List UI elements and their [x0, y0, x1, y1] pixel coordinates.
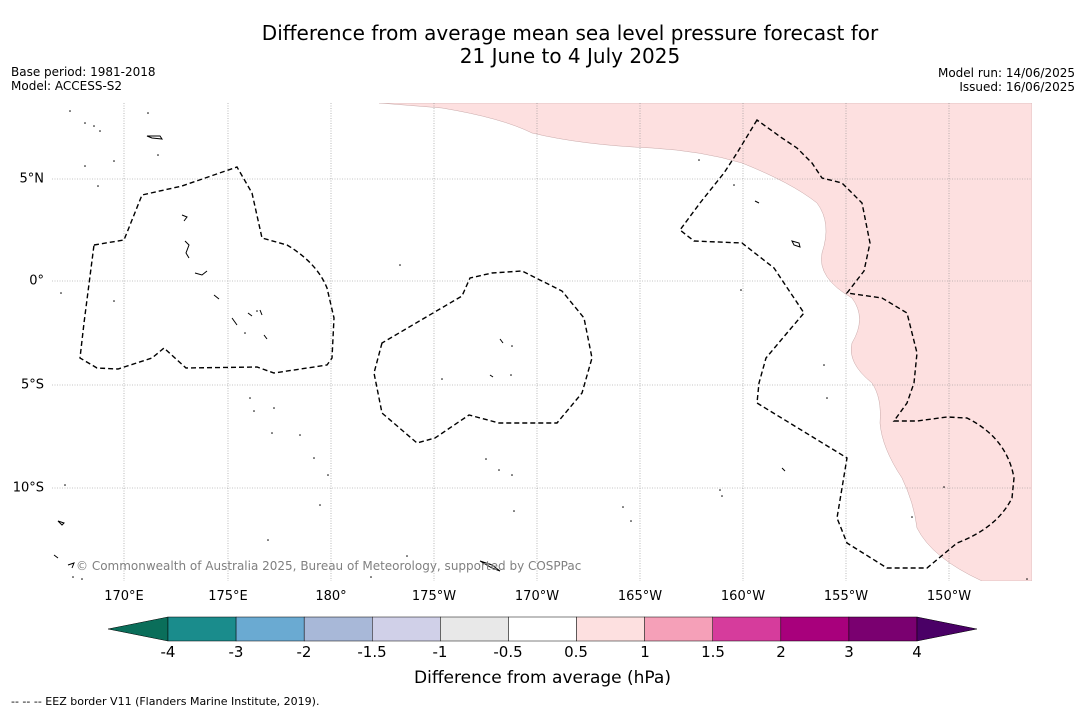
lon-label-155w: 155°W	[823, 589, 869, 604]
lon-label-175w: 175°W	[411, 589, 457, 604]
lon-label-165w: 165°W	[617, 589, 663, 604]
island-tokelau-1	[499, 338, 504, 344]
colorbar-cell	[372, 616, 441, 642]
colorbar-tick: -1.5	[357, 643, 387, 661]
base-period: Base period: 1981-2018	[11, 65, 156, 79]
island-tabuaeran	[754, 200, 760, 204]
colorbar-over-arrow	[916, 616, 978, 642]
colorbar-tick: 2	[776, 643, 786, 661]
island-tuvalu-3	[263, 334, 268, 340]
lon-label-150w: 150°W	[926, 589, 972, 604]
lon-label-170e: 170°E	[104, 589, 144, 604]
meta-left: Base period: 1981-2018 Model: ACCESS-S2	[11, 65, 156, 93]
island-gilbert-north	[146, 135, 164, 140]
colorbar-tick: 0.5	[564, 643, 588, 661]
colorbar-cell	[848, 616, 918, 642]
colorbar-under-arrow	[108, 616, 169, 642]
colorbar-tick: -1	[432, 643, 448, 661]
copyright-notice: © Commonwealth of Australia 2025, Bureau…	[76, 559, 582, 573]
lon-label-180: 180°	[315, 589, 347, 604]
title-line-2: 21 June to 4 July 2025	[459, 44, 681, 68]
map-panel	[52, 103, 1032, 581]
island-malden	[781, 467, 786, 472]
colorbar-cells	[167, 616, 918, 642]
lat-label-5s: 5°S	[20, 377, 44, 393]
island-tuvalu-2	[259, 309, 263, 316]
colorbar-tick: 1	[640, 643, 650, 661]
colorbar-cell	[440, 616, 509, 642]
island-nonouti	[213, 294, 220, 300]
island-wallis	[53, 554, 59, 559]
title-line-1: Difference from average mean sea level p…	[261, 21, 879, 45]
eez-border-line-islands	[679, 118, 1015, 569]
lat-label-10s: 10°S	[12, 480, 44, 496]
island-futuna	[67, 562, 75, 569]
lon-label-175e: 175°E	[208, 589, 248, 604]
island-butaritari	[181, 214, 188, 222]
colorbar-cell	[303, 616, 373, 642]
colorbar-tick: -0.5	[493, 643, 523, 661]
colorbar-tick: 1.5	[701, 643, 725, 661]
colorbar-cell	[235, 616, 305, 642]
colorbar	[108, 616, 978, 642]
lon-label-170w: 170°W	[514, 589, 560, 604]
anomaly-region-positive	[378, 103, 1032, 581]
island-kiritimati	[791, 240, 801, 248]
island-tokelau-2	[489, 374, 494, 378]
lon-label-160w: 160°W	[720, 589, 766, 604]
island-abemama	[194, 270, 208, 276]
colorbar-cell	[644, 616, 713, 642]
issued-date: Issued: 16/06/2025	[959, 80, 1075, 94]
colorbar-tick: -3	[228, 643, 244, 661]
colorbar-tick: -2	[296, 643, 312, 661]
island-outlines	[53, 135, 801, 572]
colorbar-tick: -4	[160, 643, 176, 661]
island-tarawa	[184, 240, 190, 259]
colorbar-cell	[712, 616, 782, 642]
eez-legend-footer: -- -- -- EEZ border V11 (Flanders Marine…	[11, 695, 320, 708]
eez-borders	[79, 118, 1015, 569]
model-run: Model run: 14/06/2025	[937, 66, 1075, 80]
lat-label-5n: 5°N	[19, 171, 45, 187]
eez-border-kiribati-gilbert	[79, 166, 335, 374]
eez-border-tokelau	[373, 270, 593, 444]
lat-label-0: 0°	[29, 273, 44, 289]
colorbar-cell	[508, 616, 577, 642]
colorbar-title: Difference from average (hPa)	[414, 668, 671, 688]
colorbar-cell	[576, 616, 645, 642]
colorbar-tick: 4	[912, 643, 922, 661]
islet-dots	[60, 110, 1028, 580]
model-name: Model: ACCESS-S2	[11, 79, 123, 93]
colorbar-cell	[780, 616, 850, 642]
island-samoa	[57, 520, 65, 526]
island-swains	[479, 560, 501, 572]
island-tuvalu-1	[247, 312, 253, 317]
meta-right: Model run: 14/06/2025 Issued: 16/06/2025	[938, 66, 1075, 94]
island-tabiteuea	[231, 317, 238, 326]
colorbar-cell	[167, 616, 237, 642]
colorbar-tick: 3	[844, 643, 854, 661]
map-title: Difference from average mean sea level p…	[0, 22, 1085, 68]
